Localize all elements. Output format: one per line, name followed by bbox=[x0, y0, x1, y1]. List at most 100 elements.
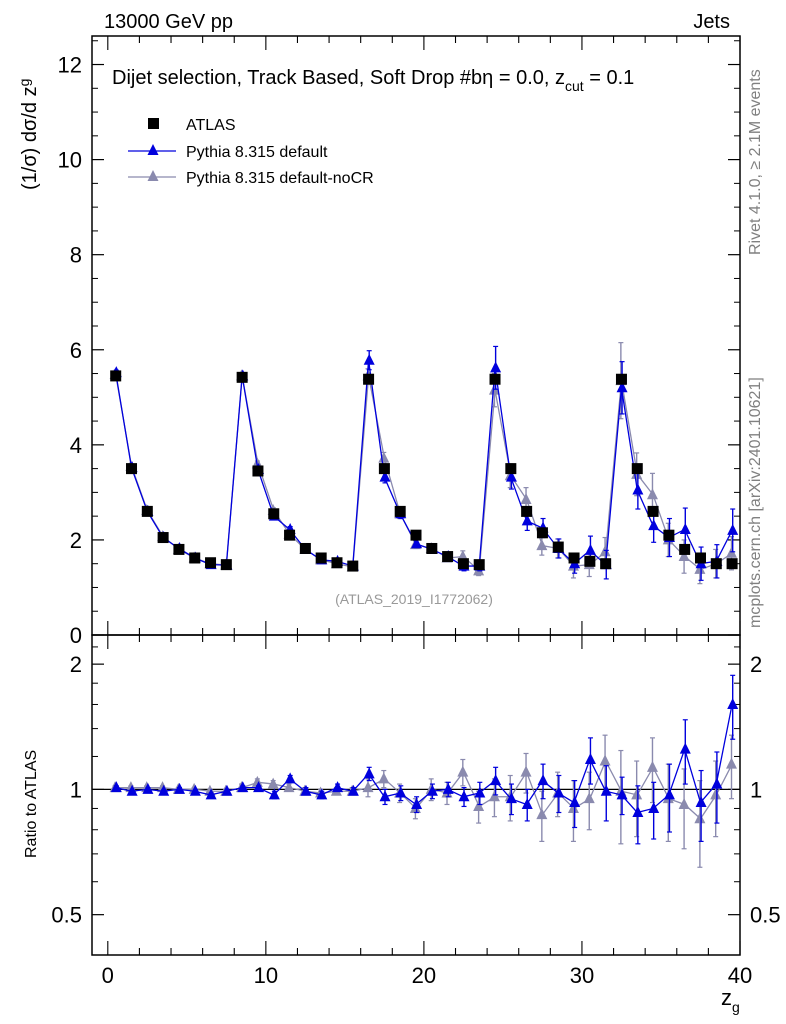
pythia-nocr-ratio-point bbox=[678, 797, 690, 809]
atlas-point bbox=[615, 373, 627, 385]
x-axis-label-sub: g bbox=[732, 999, 740, 1015]
pythia-nocr-point bbox=[678, 550, 690, 562]
pythia-default-point bbox=[632, 483, 644, 495]
y-axis-label: (1/σ) dσ/d zg bbox=[16, 79, 41, 190]
pythia-default-ratio-point bbox=[458, 790, 470, 802]
atlas-point bbox=[457, 558, 469, 570]
pythia-default-ratio-point bbox=[474, 786, 486, 798]
pythia-default-point bbox=[379, 470, 391, 482]
pythia-default-ratio-point bbox=[395, 786, 407, 798]
atlas-point bbox=[600, 558, 612, 570]
y-tick-label: 12 bbox=[58, 53, 82, 78]
atlas-point bbox=[157, 532, 169, 544]
pythia-default-ratio-point bbox=[110, 781, 122, 793]
pythia-default-ratio-point bbox=[253, 781, 265, 793]
ratio-tick-label-right: 1 bbox=[750, 777, 762, 802]
pythia-default-ratio-point bbox=[569, 796, 581, 808]
atlas-point bbox=[536, 527, 548, 539]
pythia-nocr-ratio-point bbox=[536, 808, 548, 820]
pythia-nocr-ratio-point bbox=[599, 754, 611, 766]
pythia-nocr-point bbox=[536, 539, 548, 551]
x-tick-label: 10 bbox=[254, 963, 278, 988]
ratio-frame bbox=[91, 634, 741, 956]
pythia-default-ratio-point bbox=[142, 782, 154, 794]
pythia-default-point bbox=[679, 522, 691, 534]
atlas-point bbox=[141, 505, 153, 517]
pythia-default-ratio-point bbox=[363, 767, 375, 779]
atlas-point bbox=[252, 465, 264, 477]
x-tick-label: 20 bbox=[412, 963, 436, 988]
atlas-point bbox=[694, 552, 706, 564]
ratio-tick-label: 1 bbox=[70, 777, 82, 802]
y-axis-label-main: (1/σ) dσ/d z bbox=[19, 86, 41, 190]
rivet-label: Rivet 4.1.0, ≥ 2.1M events bbox=[747, 69, 764, 255]
pythia-default-ratio-point bbox=[648, 801, 660, 813]
pythia-nocr-point bbox=[694, 562, 706, 574]
y-tick-label: 4 bbox=[70, 433, 82, 458]
legend-marker-pythia-default bbox=[147, 144, 159, 155]
pythia-default-ratio-point bbox=[411, 797, 423, 809]
pythia-default-point bbox=[616, 381, 628, 393]
atlas-point bbox=[315, 552, 327, 564]
atlas-point bbox=[568, 552, 580, 564]
pythia-default-point bbox=[648, 519, 660, 531]
atlas-point bbox=[552, 541, 564, 553]
pythia-nocr-ratio-point bbox=[567, 801, 579, 813]
pythia-default-ratio-point bbox=[505, 792, 517, 804]
pythia-nocr-ratio-point bbox=[583, 792, 595, 804]
pythia-default-ratio-point bbox=[158, 784, 170, 796]
legend-marker-atlas bbox=[148, 118, 159, 129]
pythia-nocr-ratio-point bbox=[362, 781, 374, 793]
legend-marker-pythia-nocr bbox=[147, 170, 159, 181]
pythia-default-ratio-point bbox=[553, 786, 565, 798]
pythia-default-ratio-point bbox=[284, 772, 296, 784]
energy-title: 13000 GeV pp bbox=[104, 11, 233, 33]
pythia-default-point bbox=[521, 514, 533, 526]
ratio-axis-label: Ratio to ATLAS bbox=[23, 750, 40, 858]
y-tick-label: 8 bbox=[70, 243, 82, 268]
pythia-default-ratio-point bbox=[711, 777, 723, 789]
x-tick-label: 30 bbox=[570, 963, 594, 988]
atlas-point bbox=[394, 505, 406, 517]
atlas-point bbox=[110, 370, 122, 382]
pythia-default-ratio-point bbox=[584, 752, 596, 764]
atlas-point bbox=[205, 557, 217, 569]
pythia-default-point bbox=[505, 470, 517, 482]
pythia-nocr-ratio-point bbox=[267, 777, 279, 789]
pythia-default-ratio-point bbox=[727, 697, 739, 709]
pythia-nocr-ratio-point bbox=[631, 788, 643, 800]
plot-title-sub: cut bbox=[565, 78, 584, 94]
pythia-nocr-ratio-point bbox=[646, 760, 658, 772]
pythia-default-ratio-point bbox=[679, 742, 691, 754]
atlas-point bbox=[126, 463, 138, 475]
pythia-default-ratio-point bbox=[632, 806, 644, 818]
pythia-default-ratio-point bbox=[426, 784, 438, 796]
pythia-default-ratio-point bbox=[600, 784, 612, 796]
x-tick-label: 40 bbox=[728, 963, 752, 988]
y-axis-label-sub: g bbox=[16, 79, 32, 87]
pythia-nocr-point bbox=[378, 451, 390, 463]
pythia-default-ratio-point bbox=[521, 797, 533, 809]
atlas-point bbox=[236, 371, 248, 383]
atlas-point bbox=[726, 558, 738, 570]
legend-label-pythia-default: Pythia 8.315 default bbox=[186, 144, 328, 161]
plot-title-end: = 0.1 bbox=[584, 67, 635, 89]
pythia-nocr-ratio-point bbox=[283, 781, 295, 793]
analysis-watermark: (ATLAS_2019_I1772062) bbox=[335, 591, 493, 607]
atlas-point bbox=[189, 552, 201, 564]
pythia-default-ratio-point bbox=[126, 784, 138, 796]
pythia-nocr-ratio-line bbox=[115, 759, 733, 820]
pythia-default-ratio-point bbox=[442, 782, 454, 794]
atlas-point bbox=[442, 551, 454, 563]
pythia-default-ratio-point bbox=[237, 781, 249, 793]
pythia-default-ratio-point bbox=[316, 788, 328, 800]
y-tick-label: 0 bbox=[70, 623, 82, 648]
pythia-nocr-ratio-point bbox=[694, 812, 706, 824]
jets-title: Jets bbox=[693, 11, 730, 33]
pythia-default-point bbox=[490, 361, 502, 373]
pythia-default-point bbox=[363, 353, 375, 365]
pythia-default-ratio-point bbox=[379, 790, 391, 802]
pythia-default-ratio-point bbox=[174, 782, 186, 794]
pythia-nocr-ratio-point bbox=[488, 790, 500, 802]
